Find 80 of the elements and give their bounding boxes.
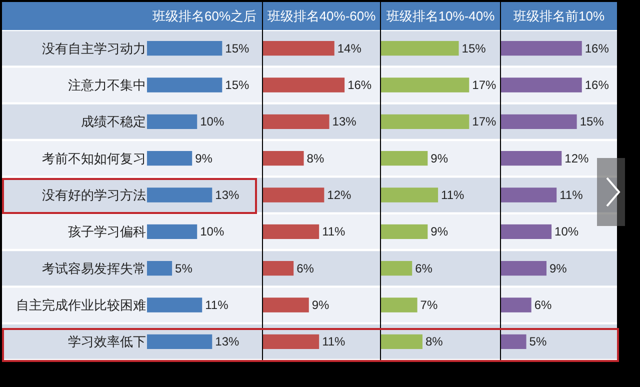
y-tick-label: 孩子学习偏科 bbox=[68, 224, 146, 240]
data-label: 8% bbox=[425, 334, 444, 349]
bar bbox=[263, 188, 324, 202]
bar bbox=[263, 224, 320, 239]
bar bbox=[501, 298, 532, 312]
bar bbox=[263, 151, 304, 166]
y-tick-label: 没有好的学习方法 bbox=[42, 188, 146, 203]
data-label: 9% bbox=[430, 151, 448, 166]
chart-title: 班级排名60%之后 bbox=[152, 8, 257, 24]
text: 班级排名40%-60% bbox=[267, 8, 376, 24]
data-label: 9% bbox=[195, 151, 213, 166]
bar bbox=[147, 41, 222, 56]
data-label: 12% bbox=[327, 188, 352, 202]
data-label: 9% bbox=[430, 224, 448, 239]
data-label: 13% bbox=[332, 114, 357, 129]
bar bbox=[501, 224, 552, 239]
data-label: 15% bbox=[580, 114, 604, 129]
y-tick-label: 考试容易发挥失常 bbox=[42, 260, 146, 276]
data-label: 11% bbox=[205, 298, 229, 312]
data-label: 15% bbox=[225, 41, 250, 56]
bar bbox=[147, 298, 202, 312]
data-label: 6% bbox=[534, 298, 552, 312]
data-label: 8% bbox=[306, 151, 324, 166]
data-label: 13% bbox=[215, 334, 240, 349]
data-label: 15% bbox=[462, 41, 486, 56]
data-label: 12% bbox=[564, 151, 589, 166]
data-label: 16% bbox=[348, 78, 372, 92]
y-tick-label: 自主完成作业比较困难 bbox=[16, 298, 146, 313]
data-label: 6% bbox=[296, 261, 314, 276]
y-tick-label: 考前不知如何复习 bbox=[42, 150, 146, 166]
data-label: 10% bbox=[554, 224, 579, 239]
y-tick-label: 没有自主学习动力 bbox=[42, 40, 146, 56]
data-label: 5% bbox=[175, 261, 193, 276]
bar bbox=[147, 224, 198, 239]
data-label: 9% bbox=[549, 261, 568, 276]
bar bbox=[381, 224, 428, 239]
data-label: 10% bbox=[200, 114, 224, 129]
data-label: 5% bbox=[529, 334, 547, 349]
y-tick-label: 注意力不集中 bbox=[68, 78, 146, 93]
bar bbox=[501, 188, 557, 202]
bar bbox=[381, 261, 412, 276]
bar bbox=[501, 261, 546, 276]
bar bbox=[381, 334, 422, 349]
data-label: 9% bbox=[312, 298, 330, 312]
text: 班级排名10%-40% bbox=[386, 8, 496, 24]
bar bbox=[381, 188, 438, 202]
bar bbox=[381, 298, 418, 312]
data-label: 16% bbox=[584, 41, 610, 56]
data-label: 11% bbox=[441, 188, 464, 202]
bar bbox=[147, 334, 212, 349]
bar bbox=[381, 151, 428, 166]
bar bbox=[147, 261, 172, 276]
data-label: 7% bbox=[420, 298, 438, 312]
bar bbox=[263, 261, 294, 276]
data-label: 15% bbox=[225, 78, 250, 92]
bar bbox=[501, 114, 577, 129]
bar bbox=[147, 78, 222, 92]
bar bbox=[501, 151, 562, 166]
data-label: 6% bbox=[415, 261, 433, 276]
data-label: 11% bbox=[322, 224, 346, 239]
bar bbox=[263, 114, 330, 129]
y-tick-label: 学习效率低下 bbox=[68, 334, 146, 350]
data-label: 13% bbox=[215, 188, 240, 202]
bar bbox=[147, 188, 212, 202]
bar bbox=[263, 298, 309, 312]
data-label: 17% bbox=[472, 78, 496, 92]
data-label: 14% bbox=[337, 41, 362, 56]
bar bbox=[501, 334, 526, 349]
bar bbox=[263, 334, 320, 349]
bar bbox=[147, 151, 192, 166]
data-label: 16% bbox=[584, 78, 610, 92]
bar bbox=[263, 78, 345, 92]
data-label: 11% bbox=[322, 334, 346, 349]
data-label: 10% bbox=[200, 224, 224, 239]
data-label: 11% bbox=[560, 188, 584, 202]
text: 班级排名前10% bbox=[513, 8, 605, 24]
data-label: 17% bbox=[472, 114, 496, 129]
bar bbox=[263, 41, 334, 56]
y-tick-label: 成绩不稳定 bbox=[81, 114, 146, 130]
bar bbox=[147, 114, 198, 129]
